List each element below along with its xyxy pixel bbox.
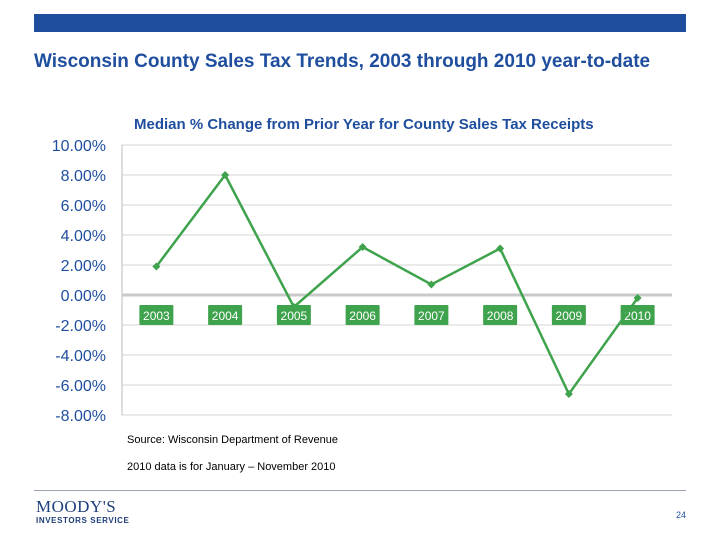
x-tick-label: 2008 (487, 309, 514, 323)
y-tick-label: 10.00% (52, 138, 106, 155)
x-tick-label: 2006 (349, 309, 376, 323)
chart-title: Median % Change from Prior Year for Coun… (134, 116, 594, 133)
x-tick-label: 2005 (281, 309, 308, 323)
y-tick-label: -8.00% (55, 408, 106, 425)
data-point (221, 171, 230, 179)
category-label-box (208, 305, 243, 325)
data-point (633, 294, 642, 302)
category-label-box (139, 305, 174, 325)
y-tick-label: -2.00% (55, 318, 106, 335)
data-point (358, 243, 367, 251)
category-label-box (551, 305, 586, 325)
slide-title: Wisconsin County Sales Tax Trends, 2003 … (34, 51, 651, 72)
series-line (155, 172, 639, 397)
x-tick-label: 2009 (556, 309, 583, 323)
logo-subtitle: INVESTORS SERVICE (36, 516, 130, 525)
x-tick-label: 2010 (624, 309, 651, 323)
data-point (496, 244, 505, 253)
y-tick-label: 6.00% (61, 198, 106, 215)
data-point (564, 390, 573, 398)
logo-wordmark: MOODY'S (36, 497, 117, 516)
header-bar (34, 14, 686, 32)
footer-divider (34, 490, 686, 491)
category-label-box (483, 305, 518, 325)
x-tick-label: 2007 (418, 309, 445, 323)
y-tick-label: 0.00% (61, 288, 106, 305)
y-tick-label: -6.00% (55, 378, 106, 395)
y-tick-label: -4.00% (55, 348, 106, 365)
category-label-box (276, 305, 311, 325)
x-tick-label: 2003 (143, 309, 170, 323)
x-tick-label: 2004 (212, 309, 239, 323)
data-period-note: 2010 data is for January – November 2010 (127, 461, 336, 473)
moodys-logo: MOODY'S INVESTORS SERVICE (36, 498, 146, 532)
category-label-box (345, 305, 380, 325)
source-note: Source: Wisconsin Department of Revenue (127, 434, 338, 446)
data-point (152, 262, 161, 271)
y-tick-label: 4.00% (61, 228, 106, 245)
data-point (427, 280, 436, 289)
y-tick-label: 2.00% (61, 258, 106, 275)
category-label-box (414, 305, 449, 325)
y-tick-label: 8.00% (61, 168, 106, 185)
data-point (289, 303, 298, 311)
page-number: 24 (675, 510, 686, 520)
